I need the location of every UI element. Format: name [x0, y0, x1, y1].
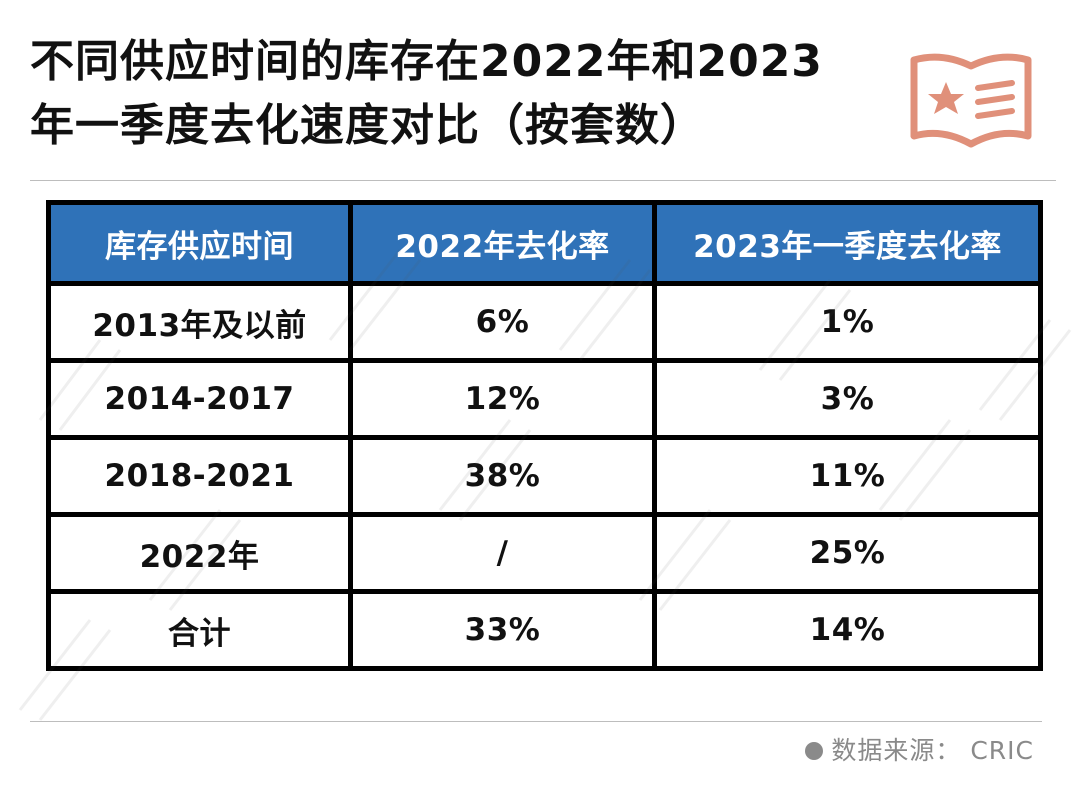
cell-2022-rate: 33% [348, 589, 657, 671]
star-document-icon [910, 53, 1032, 148]
bottom-divider [30, 721, 1042, 722]
title-line-2: 年一季度去化速度对比（按套数） [30, 100, 705, 151]
cell-supply-time: 2018-2021 [46, 435, 353, 517]
cell-2022-rate: 38% [348, 435, 657, 517]
cell-2023q1-rate: 3% [652, 358, 1043, 440]
table-row: 2014-2017 12% 3% [46, 358, 1043, 440]
cell-2023q1-rate: 1% [652, 281, 1043, 363]
destocking-rate-table: 库存供应时间 2022年去化率 2023年一季度去化率 2013年及以前 6% … [46, 200, 1043, 671]
header-2022-rate: 2022年去化率 [348, 200, 657, 286]
cell-2022-rate: / [348, 512, 657, 594]
cell-2022-rate: 6% [348, 281, 657, 363]
cell-2022-rate: 12% [348, 358, 657, 440]
header-2023q1-rate: 2023年一季度去化率 [652, 200, 1043, 286]
title-line-1: 不同供应时间的库存在2022年和2023 [30, 36, 823, 87]
cell-supply-time: 合计 [46, 589, 353, 671]
cell-supply-time: 2014-2017 [46, 358, 353, 440]
table-row: 2018-2021 38% 11% [46, 435, 1043, 517]
source-text: 数据来源： CRIC [831, 736, 1034, 765]
cell-supply-time: 2022年 [46, 512, 353, 594]
table-row: 2022年 / 25% [46, 512, 1043, 594]
bullet-dot-icon [805, 742, 824, 760]
data-source: 数据来源： CRIC [805, 731, 1034, 767]
cell-2023q1-rate: 25% [652, 512, 1043, 594]
header-supply-time: 库存供应时间 [46, 200, 353, 286]
table-row: 2013年及以前 6% 1% [46, 281, 1043, 363]
page-title: 不同供应时间的库存在2022年和2023 年一季度去化速度对比（按套数） [30, 30, 890, 158]
top-divider [30, 180, 1056, 181]
table-row: 合计 33% 14% [46, 589, 1043, 671]
cell-2023q1-rate: 14% [652, 589, 1043, 671]
cell-supply-time: 2013年及以前 [46, 281, 353, 363]
cell-2023q1-rate: 11% [652, 435, 1043, 517]
table-header-row: 库存供应时间 2022年去化率 2023年一季度去化率 [46, 200, 1043, 286]
